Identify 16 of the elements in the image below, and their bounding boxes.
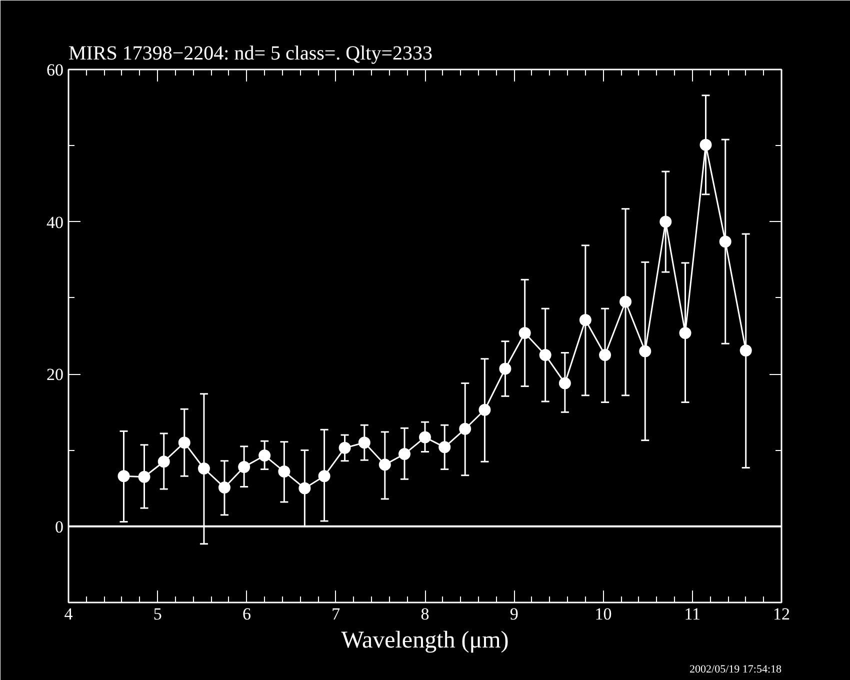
x-tick-label: 10 [594,604,612,624]
x-tick-label: 12 [773,604,790,624]
y-tick-label: 40 [46,212,64,232]
x-tick-label: 8 [420,604,430,624]
x-tick-label: 5 [153,604,162,624]
x-axis-title: Wavelength (μm) [341,628,509,654]
x-tick-label: 7 [332,604,341,624]
x-tick-label: 11 [684,604,701,624]
y-tick-label: 20 [46,365,64,384]
y-tick-label: 0 [55,517,64,536]
chart-title: MIRS 17398−2204: nd= 5 class=. Qlty=2333 [68,42,433,64]
text: 2002/05/19 17:54:18 [690,664,782,676]
x-tick-label: 4 [64,604,74,624]
x-tick-label: 9 [510,604,518,624]
y-tick-label: 60 [46,60,64,80]
x-tick-label: 6 [242,604,251,624]
